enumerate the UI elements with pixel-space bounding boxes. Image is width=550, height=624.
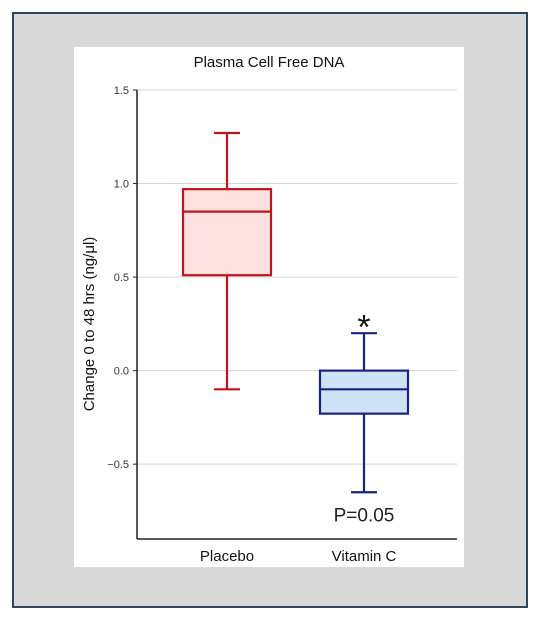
box-placebo — [181, 131, 273, 391]
significance-star: * — [357, 308, 370, 346]
category-label: Vitamin C — [332, 548, 397, 565]
chart-title: Plasma Cell Free DNA — [194, 54, 345, 71]
p-value-label: P=0.05 — [334, 506, 395, 527]
boxes — [181, 131, 410, 494]
y-axis-label: Change 0 to 48 hrs (ng/μl) — [81, 237, 98, 412]
y-tick-labels: −0.5 0.0 0.5 1.0 1.5 — [107, 85, 137, 471]
box-vitamin-c — [318, 332, 410, 494]
y-tick-label: 1.5 — [114, 85, 129, 97]
iqr-box — [318, 369, 410, 415]
y-tick-label: 0.5 — [114, 272, 129, 284]
y-tick-label: 0.0 — [114, 366, 129, 378]
box-plot: −0.5 0.0 0.5 1.0 1.5 Placebo Vitamin C * P=0.0… — [81, 54, 457, 565]
y-tick-label: 1.0 — [114, 179, 129, 191]
y-tick-label: −0.5 — [107, 459, 129, 471]
annotations: * P=0.05 — [334, 308, 395, 526]
figure-frame: −0.5 0.0 0.5 1.0 1.5 Placebo Vitamin C * P=0.0… — [12, 12, 528, 608]
category-label: Placebo — [200, 548, 254, 565]
iqr-box — [181, 188, 273, 277]
category-labels: Placebo Vitamin C — [200, 548, 397, 565]
axes — [136, 90, 457, 540]
chart-panel: −0.5 0.0 0.5 1.0 1.5 Placebo Vitamin C * P=0.0… — [74, 47, 464, 567]
